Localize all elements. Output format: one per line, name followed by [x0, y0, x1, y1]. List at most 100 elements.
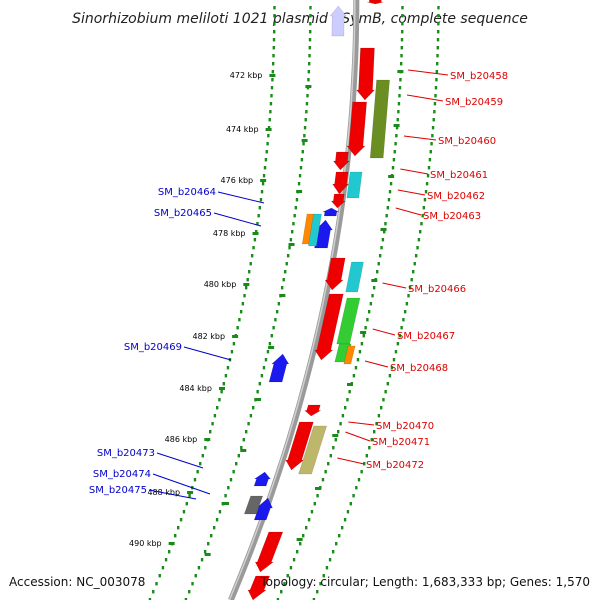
gene-label-sm-b20461[interactable]: SM_b20461 — [430, 170, 488, 181]
tick-mark-left — [168, 542, 175, 545]
gene-label-sm-b20460[interactable]: SM_b20460 — [438, 136, 496, 147]
leader-line — [382, 282, 407, 289]
gene-label-sm-b20462[interactable]: SM_b20462 — [427, 191, 485, 202]
guide-dot — [328, 558, 332, 562]
guide-dot — [303, 126, 307, 130]
gene-label-sm-b20463[interactable]: SM_b20463 — [423, 211, 481, 222]
guide-dot — [324, 470, 327, 474]
guide-dot — [274, 318, 277, 322]
guide-dot — [194, 574, 197, 578]
guide-dot — [436, 54, 439, 58]
guide-dot — [437, 14, 440, 18]
cds-arrow-sm-b20472 — [254, 531, 284, 573]
guide-dot — [435, 70, 439, 74]
cds-arrow-sm-b20466 — [324, 257, 346, 291]
guide-dot — [260, 190, 264, 194]
tick-mark-inner — [305, 85, 312, 88]
leader-line — [395, 207, 422, 216]
guide-dot — [384, 390, 387, 394]
guide-dot — [431, 134, 434, 138]
gene-label-sm-b20469[interactable]: SM_b20469 — [124, 342, 182, 353]
guide-dot — [224, 374, 228, 378]
guide-dot — [419, 230, 422, 234]
guide-dot — [176, 526, 180, 530]
guide-dot — [309, 6, 312, 10]
guide-dot — [209, 430, 212, 434]
guide-dot — [306, 94, 309, 98]
gene-label-sm-b20471[interactable]: SM_b20471 — [372, 437, 430, 448]
gene-label-sm-b20465[interactable]: SM_b20465 — [154, 208, 212, 219]
guide-dot — [308, 38, 312, 42]
leader-line — [397, 189, 426, 196]
guide-dot — [385, 214, 388, 218]
guide-dot — [321, 478, 325, 482]
guide-dot — [392, 358, 396, 362]
gene-label-sm-b20468[interactable]: SM_b20468 — [390, 363, 448, 374]
guide-dot — [399, 78, 402, 82]
cds-arrow-sm-b20464 — [322, 207, 339, 217]
leader-line — [345, 431, 371, 442]
guide-dot — [263, 166, 267, 170]
guide-dot — [380, 246, 383, 250]
guide-dot — [158, 574, 161, 578]
guide-dot — [401, 14, 404, 18]
guide-dot — [188, 590, 191, 594]
guide-dot — [309, 30, 312, 34]
guide-dot — [220, 390, 223, 394]
guide-dot — [401, 22, 404, 26]
guide-dot — [197, 566, 201, 570]
guide-dot — [430, 142, 433, 146]
guide-dot — [174, 534, 177, 538]
guide-dot — [258, 382, 261, 386]
gene-label-sm-b20458[interactable]: SM_b20458 — [450, 71, 508, 82]
guide-dot — [382, 398, 385, 402]
tick-label: 472 kbp — [230, 71, 263, 80]
guide-dot — [357, 478, 361, 482]
guide-dot — [366, 318, 369, 322]
guide-dot — [407, 294, 410, 298]
guide-dot — [325, 566, 329, 570]
guide-dot — [270, 334, 273, 338]
tick-mark-inner — [296, 190, 303, 193]
guide-dot — [286, 574, 289, 578]
gene-label-sm-b20473[interactable]: SM_b20473 — [97, 448, 155, 459]
gene-label-sm-b20470[interactable]: SM_b20470 — [376, 421, 434, 432]
gene-label-sm-b20475[interactable]: SM_b20475 — [89, 485, 147, 496]
guide-dot — [354, 366, 358, 370]
guide-dot — [422, 206, 426, 210]
guide-dot — [373, 430, 376, 434]
gene-label-sm-b20472[interactable]: SM_b20472 — [366, 460, 424, 471]
guide-dot — [271, 70, 275, 74]
guide-dot — [264, 358, 268, 362]
guide-dot — [370, 438, 373, 442]
gene-label-sm-b20466[interactable]: SM_b20466 — [408, 284, 466, 295]
tick-label: 482 kbp — [192, 332, 225, 341]
tick-mark-left — [265, 128, 272, 131]
guide-dot — [309, 14, 312, 18]
guide-dot — [362, 334, 365, 338]
guide-dot — [412, 270, 415, 274]
guide-dot — [300, 158, 304, 162]
gene-label-sm-b20464[interactable]: SM_b20464 — [158, 187, 216, 198]
gene-label-sm-b20467[interactable]: SM_b20467 — [397, 331, 455, 342]
guide-dot — [302, 534, 305, 538]
guide-dot — [313, 502, 316, 506]
guide-dot — [396, 342, 400, 346]
guide-dot — [148, 598, 152, 600]
guide-dot — [308, 62, 311, 66]
guide-dot — [316, 590, 319, 594]
gene-label-sm-b20474[interactable]: SM_b20474 — [93, 469, 151, 480]
gene-label-sm-b20459[interactable]: SM_b20459 — [445, 97, 503, 108]
guide-dot — [434, 86, 438, 90]
guide-dot — [346, 510, 350, 514]
guide-dot — [258, 206, 262, 210]
guide-dot — [425, 182, 429, 186]
guide-dot — [272, 46, 275, 50]
tick-mark-right — [296, 538, 303, 541]
leader-line — [348, 421, 375, 426]
map-title: Sinorhizobium meliloti 1021 plasmid pSym… — [72, 11, 528, 27]
guide-dot — [249, 262, 252, 266]
guide-dot — [375, 422, 378, 426]
leader-line — [400, 168, 429, 175]
guide-dot — [352, 374, 356, 378]
